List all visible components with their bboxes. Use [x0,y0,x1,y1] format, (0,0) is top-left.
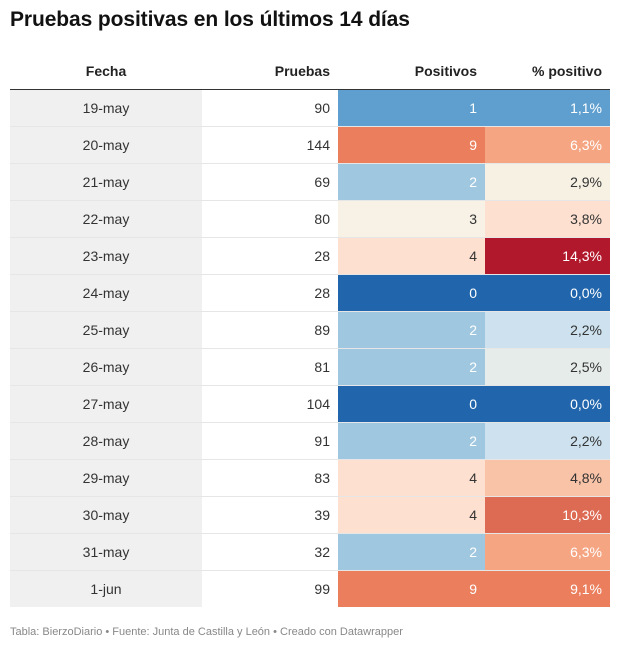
cell-pruebas: 80 [202,200,338,238]
cell-pruebas: 91 [202,422,338,460]
cell-pruebas: 69 [202,163,338,201]
cell-positivos: 1 [338,89,485,127]
cell-fecha: 24-may [10,274,202,312]
cell-positivos: 9 [338,126,485,164]
cell-pct-positivo: 3,8% [485,200,610,238]
header-fecha[interactable]: Fecha [10,53,202,90]
cell-positivos: 4 [338,237,485,275]
cell-fecha: 22-may [10,200,202,238]
cell-fecha: 20-may [10,126,202,164]
cell-positivos: 3 [338,200,485,238]
cell-pct-positivo: 0,0% [485,274,610,312]
cell-pct-positivo: 2,5% [485,348,610,386]
cell-pct-positivo: 1,1% [485,89,610,127]
cell-pct-positivo: 6,3% [485,126,610,164]
cell-positivos: 4 [338,496,485,534]
cell-pct-positivo: 9,1% [485,570,610,607]
cell-positivos: 2 [338,348,485,386]
table-row: 29-may 83 4 4,8% [10,459,610,497]
cell-pruebas: 104 [202,385,338,423]
cell-positivos: 0 [338,274,485,312]
cell-positivos: 0 [338,385,485,423]
table-row: 24-may 28 0 0,0% [10,274,610,312]
table-row: 31-may 32 2 6,3% [10,533,610,571]
table-row: 20-may 144 9 6,3% [10,126,610,164]
chart-title: Pruebas positivas en los últimos 14 días [10,8,410,31]
table-row: 1-jun 99 9 9,1% [10,570,610,607]
cell-pct-positivo: 10,3% [485,496,610,534]
cell-fecha: 1-jun [10,570,202,607]
cell-pruebas: 99 [314,581,330,597]
cell-pct-positivo: 2,9% [485,163,610,201]
table-body: 19-may 90 1 1,1% 20-may 144 9 6,3% 21-may 69 2 2,9%… [10,89,610,607]
cell-positivos: 2 [338,311,485,349]
header-row: Fecha Pruebas Positivos % positivo [10,53,610,90]
cell-fecha: 19-may [10,89,202,127]
cell-fecha: 25-may [10,311,202,349]
cell-pruebas: 28 [202,237,338,275]
table-row: 25-may 89 2 2,2% [10,311,610,349]
data-table: Fecha Pruebas Positivos % positivo 19-ma… [10,53,610,607]
cell-fecha: 26-may [10,348,202,386]
cell-positivos: 4 [338,459,485,497]
cell-positivos: 2 [338,533,485,571]
cell-pruebas: 39 [202,496,338,534]
cell-fecha: 28-may [10,422,202,460]
header-pct-positivo[interactable]: % positivo [485,53,610,90]
cell-pct-positivo: 2,2% [485,422,610,460]
cell-pct-positivo: 14,3% [485,237,610,275]
table-row: 22-may 80 3 3,8% [10,200,610,238]
cell-pct-positivo: 0,0% [485,385,610,423]
cell-fecha: 31-may [10,533,202,571]
cell-pruebas: 144 [202,126,338,164]
cell-pct-positivo: 6,3% [485,533,610,571]
table-row: 28-may 91 2 2,2% [10,422,610,460]
cell-positivos: 2 [338,422,485,460]
table-row: 19-may 90 1 1,1% [10,89,610,127]
cell-fecha: 23-may [10,237,202,275]
cell-fecha: 29-may [10,459,202,497]
table-row: 23-may 28 4 14,3% [10,237,610,275]
table-row: 26-may 81 2 2,5% [10,348,610,386]
header-pruebas[interactable]: Pruebas [202,53,338,90]
footer-credits: Tabla: BierzoDiario • Fuente: Junta de C… [10,626,403,638]
table-row: 21-may 69 2 2,9% [10,163,610,201]
cell-positivos: 2 [338,163,485,201]
cell-pruebas: 89 [202,311,338,349]
cell-fecha: 21-may [10,163,202,201]
cell-pct-positivo: 2,2% [485,311,610,349]
cell-pruebas: 28 [202,274,338,312]
cell-pruebas: 90 [202,89,338,127]
table-row: 30-may 39 4 10,3% [10,496,610,534]
cell-pruebas: 32 [202,533,338,571]
table-row: 27-may 104 0 0,0% [10,385,610,423]
cell-fecha: 27-may [10,385,202,423]
cell-pruebas: 83 [202,459,338,497]
header-positivos[interactable]: Positivos [338,53,485,90]
cell-fecha: 30-may [10,496,202,534]
cell-pruebas: 81 [202,348,338,386]
cell-pct-positivo: 4,8% [485,459,610,497]
cell-positivos: 9 [338,570,485,607]
